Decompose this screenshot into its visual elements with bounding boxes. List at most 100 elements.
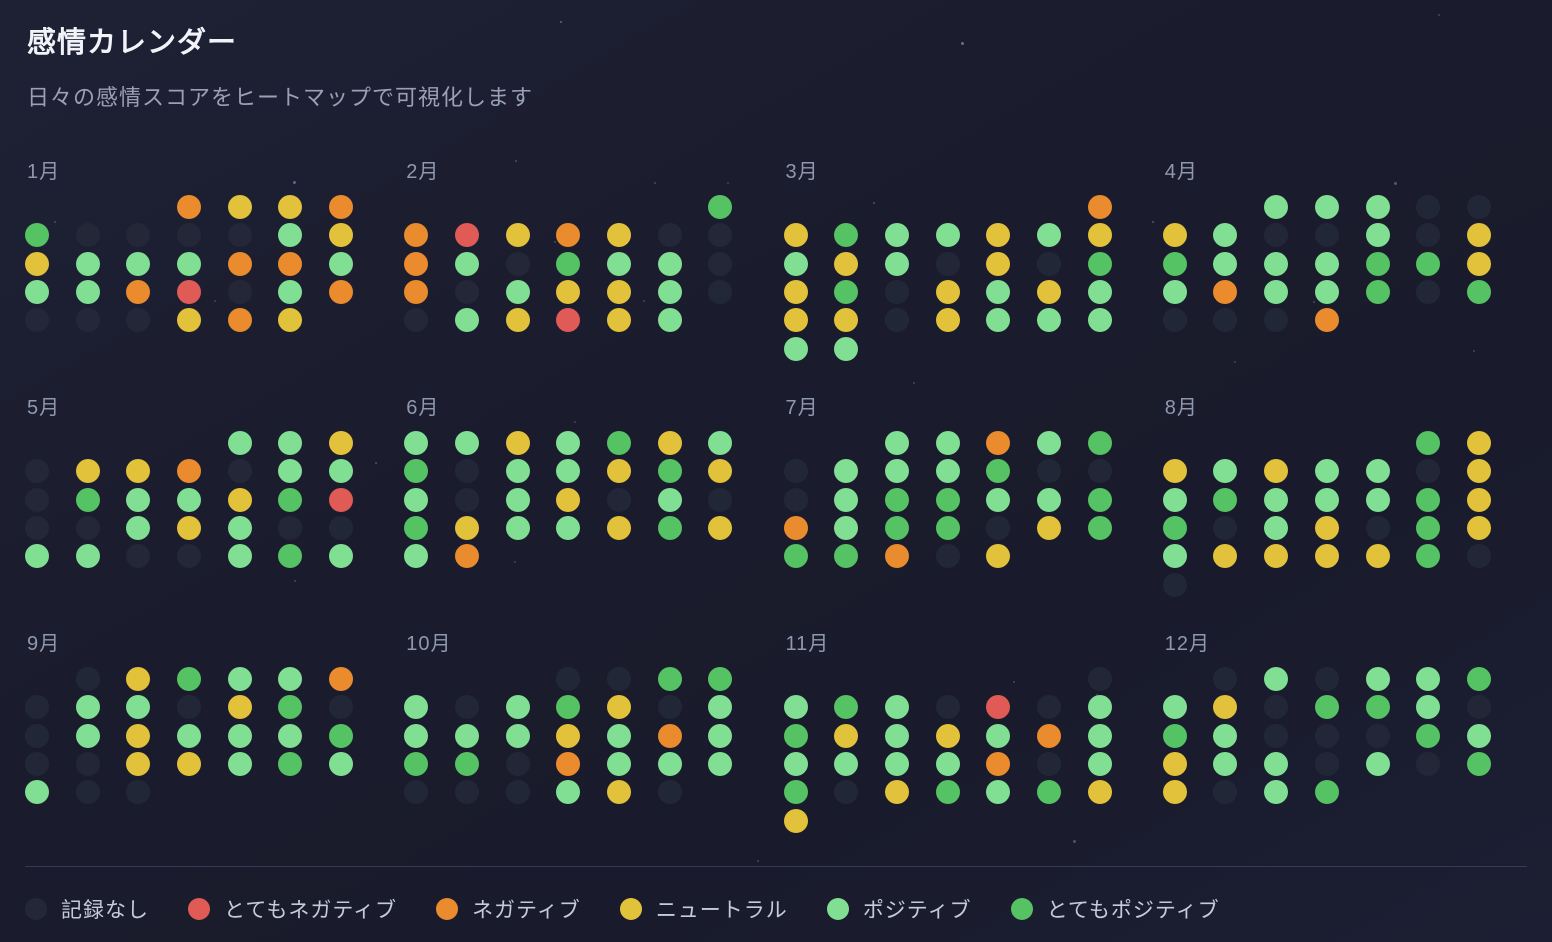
day-dot[interactable] bbox=[505, 695, 530, 720]
day-dot[interactable] bbox=[25, 251, 49, 276]
day-dot[interactable] bbox=[783, 251, 808, 276]
day-dot[interactable] bbox=[1162, 544, 1187, 569]
day-dot[interactable] bbox=[884, 723, 909, 748]
day-dot[interactable] bbox=[404, 308, 429, 333]
day-dot[interactable] bbox=[177, 487, 202, 512]
day-dot[interactable] bbox=[75, 667, 100, 692]
day-dot[interactable] bbox=[454, 695, 479, 720]
day-dot[interactable] bbox=[404, 223, 429, 248]
day-dot[interactable] bbox=[505, 251, 530, 276]
day-dot[interactable] bbox=[1087, 195, 1112, 220]
day-dot[interactable] bbox=[329, 667, 354, 692]
day-dot[interactable] bbox=[329, 431, 354, 456]
day-dot[interactable] bbox=[708, 195, 733, 220]
day-dot[interactable] bbox=[1036, 459, 1061, 484]
day-dot[interactable] bbox=[1087, 752, 1112, 777]
day-dot[interactable] bbox=[556, 223, 581, 248]
day-dot[interactable] bbox=[1365, 516, 1390, 541]
day-dot[interactable] bbox=[1264, 667, 1289, 692]
day-dot[interactable] bbox=[935, 280, 960, 305]
day-dot[interactable] bbox=[404, 487, 429, 512]
day-dot[interactable] bbox=[25, 780, 49, 805]
day-dot[interactable] bbox=[708, 667, 733, 692]
day-dot[interactable] bbox=[657, 723, 682, 748]
day-dot[interactable] bbox=[1264, 280, 1289, 305]
day-dot[interactable] bbox=[607, 280, 631, 305]
day-dot[interactable] bbox=[607, 752, 631, 777]
day-dot[interactable] bbox=[1036, 280, 1061, 305]
day-dot[interactable] bbox=[783, 780, 808, 805]
day-dot[interactable] bbox=[607, 723, 631, 748]
day-dot[interactable] bbox=[1213, 459, 1238, 484]
day-dot[interactable] bbox=[404, 431, 429, 456]
day-dot[interactable] bbox=[1087, 223, 1112, 248]
day-dot[interactable] bbox=[1466, 251, 1491, 276]
day-dot[interactable] bbox=[278, 308, 303, 333]
day-dot[interactable] bbox=[1365, 280, 1390, 305]
day-dot[interactable] bbox=[607, 431, 631, 456]
day-dot[interactable] bbox=[505, 487, 530, 512]
day-dot[interactable] bbox=[657, 487, 682, 512]
day-dot[interactable] bbox=[556, 667, 581, 692]
day-dot[interactable] bbox=[708, 695, 733, 720]
day-dot[interactable] bbox=[329, 487, 354, 512]
day-dot[interactable] bbox=[986, 723, 1011, 748]
day-dot[interactable] bbox=[1213, 695, 1238, 720]
day-dot[interactable] bbox=[1162, 223, 1187, 248]
day-dot[interactable] bbox=[126, 667, 151, 692]
day-dot[interactable] bbox=[75, 695, 100, 720]
day-dot[interactable] bbox=[1365, 459, 1390, 484]
day-dot[interactable] bbox=[177, 667, 202, 692]
day-dot[interactable] bbox=[177, 752, 202, 777]
day-dot[interactable] bbox=[986, 308, 1011, 333]
day-dot[interactable] bbox=[177, 195, 202, 220]
day-dot[interactable] bbox=[1087, 516, 1112, 541]
day-dot[interactable] bbox=[1314, 695, 1339, 720]
day-dot[interactable] bbox=[227, 487, 252, 512]
day-dot[interactable] bbox=[935, 431, 960, 456]
day-dot[interactable] bbox=[75, 308, 100, 333]
day-dot[interactable] bbox=[75, 752, 100, 777]
day-dot[interactable] bbox=[126, 516, 151, 541]
day-dot[interactable] bbox=[404, 251, 429, 276]
day-dot[interactable] bbox=[1365, 223, 1390, 248]
day-dot[interactable] bbox=[227, 752, 252, 777]
day-dot[interactable] bbox=[1466, 487, 1491, 512]
day-dot[interactable] bbox=[834, 752, 859, 777]
day-dot[interactable] bbox=[505, 223, 530, 248]
day-dot[interactable] bbox=[935, 516, 960, 541]
day-dot[interactable] bbox=[227, 516, 252, 541]
day-dot[interactable] bbox=[834, 487, 859, 512]
day-dot[interactable] bbox=[75, 487, 100, 512]
day-dot[interactable] bbox=[1365, 723, 1390, 748]
day-dot[interactable] bbox=[1314, 516, 1339, 541]
day-dot[interactable] bbox=[329, 195, 354, 220]
day-dot[interactable] bbox=[227, 667, 252, 692]
day-dot[interactable] bbox=[329, 752, 354, 777]
day-dot[interactable] bbox=[1314, 308, 1339, 333]
day-dot[interactable] bbox=[404, 723, 429, 748]
day-dot[interactable] bbox=[25, 487, 49, 512]
day-dot[interactable] bbox=[783, 808, 808, 833]
day-dot[interactable] bbox=[454, 487, 479, 512]
day-dot[interactable] bbox=[126, 223, 151, 248]
day-dot[interactable] bbox=[177, 695, 202, 720]
day-dot[interactable] bbox=[834, 223, 859, 248]
day-dot[interactable] bbox=[1466, 752, 1491, 777]
day-dot[interactable] bbox=[329, 695, 354, 720]
day-dot[interactable] bbox=[1162, 251, 1187, 276]
day-dot[interactable] bbox=[227, 195, 252, 220]
day-dot[interactable] bbox=[783, 308, 808, 333]
day-dot[interactable] bbox=[75, 459, 100, 484]
day-dot[interactable] bbox=[708, 459, 733, 484]
day-dot[interactable] bbox=[657, 516, 682, 541]
day-dot[interactable] bbox=[505, 459, 530, 484]
day-dot[interactable] bbox=[986, 695, 1011, 720]
day-dot[interactable] bbox=[454, 280, 479, 305]
day-dot[interactable] bbox=[556, 780, 581, 805]
day-dot[interactable] bbox=[1036, 780, 1061, 805]
day-dot[interactable] bbox=[1213, 667, 1238, 692]
day-dot[interactable] bbox=[25, 752, 49, 777]
day-dot[interactable] bbox=[1314, 780, 1339, 805]
day-dot[interactable] bbox=[783, 516, 808, 541]
